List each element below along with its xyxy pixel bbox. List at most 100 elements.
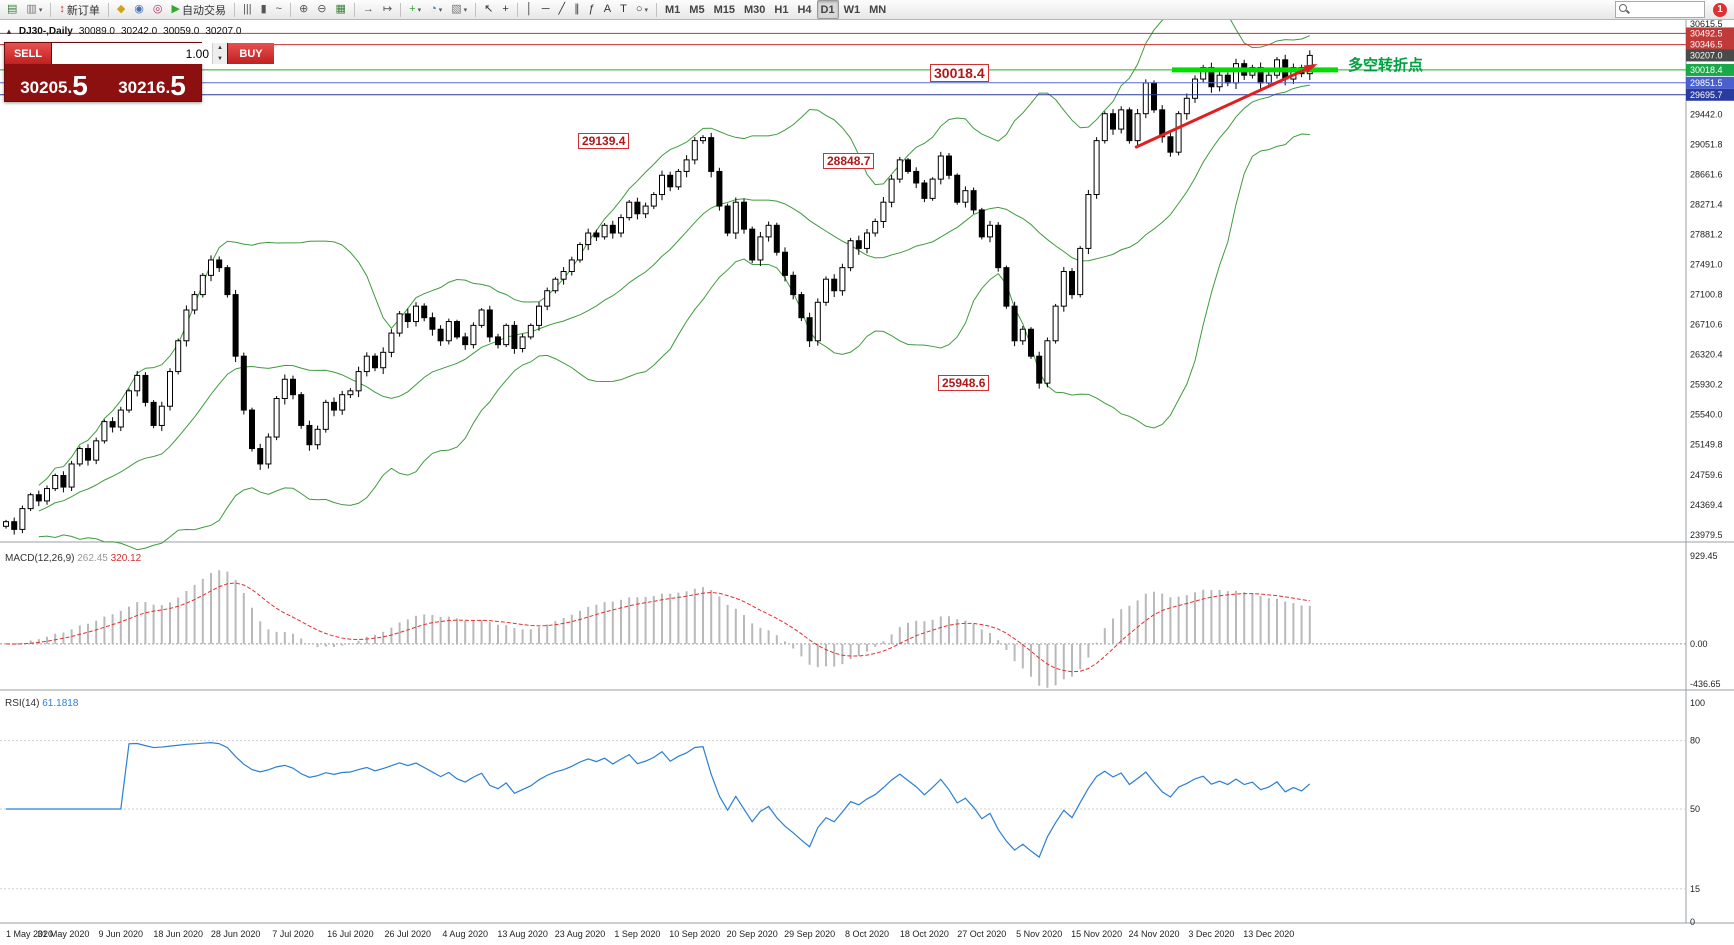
- new-order-button[interactable]: ↕ 新订单: [55, 0, 104, 19]
- trade-panel-toggle[interactable]: ▲: [5, 27, 13, 36]
- volume-down-button[interactable]: ▼: [213, 53, 227, 64]
- price-callout[interactable]: 28848.7: [823, 153, 875, 169]
- macd-signal-line: [5, 582, 1310, 673]
- symbol-search-input[interactable]: [1633, 2, 1701, 17]
- shapes-tool-icon: ○: [635, 3, 643, 15]
- alerts[interactable]: ◎: [149, 0, 167, 19]
- svg-text:30615.5: 30615.5: [1690, 20, 1723, 29]
- toolbar-separator: [107, 2, 109, 17]
- tf-m1[interactable]: M1: [661, 0, 684, 19]
- channel-tool-icon: ∥: [574, 3, 580, 15]
- price-callout[interactable]: 30018.4: [930, 64, 989, 82]
- price-axis[interactable]: 30615.5 29442.0 29051.8 28661.6 28271.4 27881…: [1686, 20, 1734, 540]
- ohlc-open: 30089.0: [78, 26, 115, 37]
- metaeditor[interactable]: ◆: [113, 0, 129, 19]
- tf-m30[interactable]: M30: [740, 0, 769, 19]
- auto-scroll[interactable]: →: [359, 0, 378, 19]
- svg-text:30346.5: 30346.5: [1690, 40, 1723, 50]
- tf-h1-label: H1: [774, 3, 789, 16]
- svg-text:23 Aug 2020: 23 Aug 2020: [555, 929, 606, 939]
- horizontal-lines[interactable]: [0, 32, 1686, 96]
- text-tool[interactable]: A: [600, 0, 615, 19]
- tf-w1-label: W1: [843, 3, 861, 16]
- tf-mn[interactable]: MN: [865, 0, 890, 19]
- svg-text:31 May 2020: 31 May 2020: [37, 929, 89, 939]
- buy-price[interactable]: 30216. 5: [118, 70, 186, 102]
- tf-h4[interactable]: H4: [793, 0, 815, 19]
- svg-text:26320.4: 26320.4: [1690, 350, 1723, 360]
- svg-text:-436.65: -436.65: [1690, 679, 1721, 689]
- price-tag: [1686, 63, 1734, 76]
- channel-tool[interactable]: ∥: [570, 0, 584, 19]
- vertical-line-tool[interactable]: │: [522, 0, 537, 19]
- tf-d1[interactable]: D1: [816, 0, 839, 19]
- zoom-out[interactable]: ⊖: [313, 0, 330, 19]
- chart-candles-icon: ▮: [260, 3, 267, 15]
- sell-price[interactable]: 30205. 5: [20, 70, 88, 102]
- svg-text:24759.6: 24759.6: [1690, 470, 1723, 480]
- tf-m5[interactable]: M5: [685, 0, 708, 19]
- symbol-search[interactable]: [1615, 1, 1705, 18]
- sell-button[interactable]: SELL: [5, 43, 51, 64]
- svg-text:1 May 2020: 1 May 2020: [6, 929, 53, 939]
- shapes-tool[interactable]: ○ ▾: [632, 0, 652, 19]
- svg-text:0: 0: [1690, 917, 1695, 927]
- svg-text:4 Aug 2020: 4 Aug 2020: [442, 929, 488, 939]
- cursor-tool[interactable]: ↖: [480, 0, 497, 19]
- svg-text:50: 50: [1690, 804, 1700, 814]
- chart-canvas[interactable]: 30615.5 29442.0 29051.8 28661.6 28271.4 27881…: [0, 20, 1734, 945]
- templates-menu-icon: ▧: [451, 3, 462, 15]
- periods-menu-caret-icon: ▾: [438, 6, 443, 14]
- buy-button[interactable]: BUY: [228, 43, 274, 64]
- svg-text:13 Dec 2020: 13 Dec 2020: [1243, 929, 1294, 939]
- periods-menu[interactable]: ◔ ▾: [426, 0, 446, 19]
- notification-badge[interactable]: 1: [1713, 2, 1727, 17]
- indicators-menu-caret-icon: ▾: [417, 6, 422, 14]
- macd-histogram: [13, 570, 1311, 688]
- tf-h4-label: H4: [797, 3, 812, 16]
- turning-point-note[interactable]: 多空转折点: [1348, 57, 1424, 74]
- tile-windows[interactable]: ▦: [332, 0, 350, 19]
- svg-text:27100.8: 27100.8: [1690, 290, 1723, 300]
- chart-candles[interactable]: ▮: [257, 0, 271, 19]
- trend-arrow-line[interactable]: [1134, 63, 1316, 149]
- crosshair-tool[interactable]: +: [498, 0, 512, 19]
- volume-input[interactable]: [52, 43, 212, 64]
- tf-m15[interactable]: M15: [710, 0, 739, 19]
- svg-text:7 Jul 2020: 7 Jul 2020: [272, 929, 314, 939]
- new-order-button-label: 新订单: [66, 4, 100, 17]
- tf-m30-label: M30: [743, 3, 766, 16]
- arrows-tool[interactable]: T: [616, 0, 631, 19]
- new-chart[interactable]: ▤: [3, 0, 21, 19]
- text-tool-icon: A: [603, 3, 612, 15]
- trendline-tool[interactable]: ╱: [555, 0, 570, 19]
- tf-m5-label: M5: [689, 3, 705, 16]
- toolbar-separator: [233, 2, 235, 17]
- main-toolbar: ▤ ▥ ▾ ↕ 新订单 ◆ ◉ ◎ ▶ 自动交易 ||| ▮ ~ ⊕ ⊖ ▦ → ↦ + ▾ ◔ ▾ ▧ ▾ ↖ + │ ─ ╱ ∥ ƒ A T…: [0, 0, 1734, 20]
- price-callout[interactable]: 29139.4: [578, 133, 630, 149]
- volume-up-button[interactable]: ▲: [213, 43, 227, 54]
- horizontal-line-tool[interactable]: ─: [538, 0, 554, 19]
- fibonacci-tool[interactable]: ƒ: [585, 0, 599, 19]
- autotrading-button-label: 自动交易: [181, 4, 226, 17]
- templates-menu[interactable]: ▧ ▾: [447, 0, 471, 19]
- indicators-menu[interactable]: + ▾: [405, 0, 425, 19]
- tf-h1[interactable]: H1: [770, 0, 792, 19]
- chart-profiles[interactable]: ▥ ▾: [22, 0, 46, 19]
- price-callout[interactable]: 25948.6: [938, 375, 990, 391]
- pane-separators: [0, 20, 1734, 924]
- svg-text:13 Aug 2020: 13 Aug 2020: [497, 929, 548, 939]
- toolbar-buttons: ▤ ▥ ▾ ↕ 新订单 ◆ ◉ ◎ ▶ 自动交易 ||| ▮ ~ ⊕ ⊖ ▦ → ↦ + ▾ ◔ ▾ ▧ ▾ ↖ + │ ─ ╱ ∥ ƒ A T…: [3, 0, 890, 19]
- chart-bars[interactable]: |||: [239, 0, 256, 19]
- chart-line[interactable]: ~: [272, 0, 286, 19]
- candlestick-series: [3, 50, 1313, 535]
- rsi-levels: [0, 740, 1686, 890]
- zoom-in[interactable]: ⊕: [295, 0, 312, 19]
- toolbar-separator: [353, 2, 355, 17]
- chart-profiles-caret-icon: ▾: [38, 6, 43, 14]
- chart-shift[interactable]: ↦: [379, 0, 396, 19]
- autotrading-button[interactable]: ▶ 自动交易: [168, 0, 230, 19]
- tf-w1[interactable]: W1: [840, 0, 865, 19]
- terminal[interactable]: ◉: [130, 0, 148, 19]
